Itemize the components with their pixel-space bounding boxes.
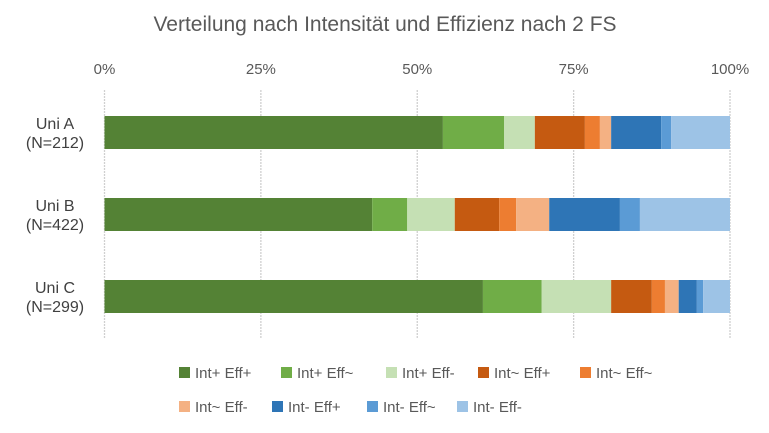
legend-label: Int- Eff+ bbox=[288, 399, 341, 416]
x-tick-label: 50% bbox=[402, 61, 432, 78]
bar-segment bbox=[651, 280, 665, 313]
bar-segment bbox=[104, 198, 373, 231]
chart-title: Verteilung nach Intensität und Effizienz… bbox=[153, 13, 616, 36]
category-n-label: (N=299) bbox=[26, 299, 84, 316]
bar-segment bbox=[599, 116, 612, 149]
legend-label: Int+ Eff~ bbox=[297, 365, 354, 382]
legend-label: Int~ Eff- bbox=[195, 399, 248, 416]
legend-label: Int- Eff- bbox=[473, 399, 522, 416]
legend-swatch bbox=[179, 401, 190, 412]
legend-label: Int~ Eff~ bbox=[596, 365, 653, 382]
legend-label: Int+ Eff- bbox=[402, 365, 455, 382]
bar-segment bbox=[639, 198, 730, 231]
bar-segment bbox=[549, 198, 620, 231]
bar-segment bbox=[696, 280, 704, 313]
bar-segment bbox=[661, 116, 672, 149]
category-label: Uni B bbox=[35, 198, 74, 215]
bar-segment bbox=[611, 116, 662, 149]
legend-swatch bbox=[367, 401, 378, 412]
category-n-label: (N=422) bbox=[26, 217, 84, 234]
bar-segment bbox=[664, 280, 679, 313]
legend-swatch bbox=[281, 367, 292, 378]
x-tick-label: 100% bbox=[711, 61, 749, 78]
category-labels: Uni A (N=212) Uni B (N=422) Uni C (N=299) bbox=[26, 116, 84, 316]
bar-segment bbox=[703, 280, 730, 313]
bar-segment bbox=[671, 116, 730, 149]
bar-segment bbox=[499, 198, 517, 231]
category-label: Uni A bbox=[36, 116, 75, 133]
legend-swatch bbox=[179, 367, 190, 378]
x-tick-label: 75% bbox=[559, 61, 589, 78]
bar-segment bbox=[372, 198, 408, 231]
bar-segment bbox=[619, 198, 640, 231]
bar-segment bbox=[678, 280, 697, 313]
legend: Int+ Eff+ Int+ Eff~ Int+ Eff- Int~ Eff+ Int~… bbox=[179, 365, 653, 416]
bars bbox=[104, 116, 730, 313]
legend-label: Int- Eff~ bbox=[383, 399, 436, 416]
bar-segment bbox=[611, 280, 652, 313]
x-tick-label: 0% bbox=[94, 61, 116, 78]
legend-swatch bbox=[457, 401, 468, 412]
bar-segment bbox=[534, 116, 585, 149]
bar-segment bbox=[407, 198, 455, 231]
bar-segment bbox=[104, 116, 443, 149]
bar-segment bbox=[584, 116, 600, 149]
category-n-label: (N=212) bbox=[26, 135, 84, 152]
x-tick-label: 25% bbox=[246, 61, 276, 78]
bar-segment bbox=[482, 280, 542, 313]
bar-segment bbox=[442, 116, 505, 149]
legend-label: Int~ Eff+ bbox=[494, 365, 551, 382]
legend-swatch bbox=[478, 367, 489, 378]
bar-segment bbox=[541, 280, 612, 313]
bar-segment bbox=[516, 198, 550, 231]
legend-label: Int+ Eff+ bbox=[195, 365, 252, 382]
bar-segment bbox=[104, 280, 483, 313]
bar-segment bbox=[504, 116, 535, 149]
legend-swatch bbox=[580, 367, 591, 378]
x-axis-ticks: 0% 25% 50% 75% 100% bbox=[94, 61, 750, 78]
category-label: Uni C bbox=[35, 280, 75, 297]
legend-swatch bbox=[386, 367, 397, 378]
legend-swatch bbox=[272, 401, 283, 412]
bar-segment bbox=[454, 198, 500, 231]
